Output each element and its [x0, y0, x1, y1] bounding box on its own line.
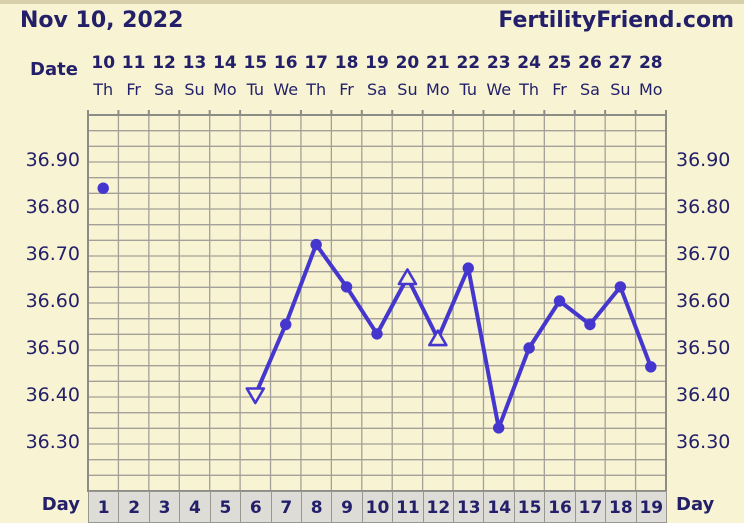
day-axis-label-left: Day [41, 494, 80, 515]
day-cell[interactable]: 17 [574, 491, 607, 523]
date-cell: 27 [608, 53, 633, 73]
temperature-line [253, 242, 653, 430]
y-tick-label: 36.60 [676, 290, 731, 312]
weekday-cell: We [486, 80, 512, 99]
temp-point-circle[interactable] [462, 262, 474, 274]
date-axis: 10 11 12 13 14 15 16 17 18 19 20 21 22 23 24 25 26 27 28 [88, 53, 666, 73]
temp-point-circle[interactable] [310, 238, 322, 251]
date-cell: 11 [121, 53, 146, 73]
weekday-cell: Sa [367, 80, 387, 99]
date-cell: 26 [578, 53, 602, 73]
temp-point-circle[interactable] [492, 422, 505, 434]
day-cell[interactable]: 18 [605, 491, 637, 523]
weekday-cell: Tu [246, 80, 265, 99]
weekday-cell: Sa [154, 80, 175, 99]
temp-point-circle[interactable] [645, 361, 657, 373]
weekday-cell: Th [519, 80, 540, 99]
date-cell: 18 [334, 53, 359, 73]
day-cell[interactable]: 13 [453, 491, 485, 523]
weekday-axis: Th Fr Sa Su Mo Tu We Th Fr Sa Su Mo Tu We Th Fr Sa Su Mo [88, 80, 666, 99]
temp-point-circle[interactable] [553, 295, 566, 307]
date-cell: 14 [213, 53, 237, 73]
temp-point-circle[interactable] [97, 182, 109, 194]
weekday-cell: Fr [339, 80, 354, 99]
y-tick-label: 36.70 [25, 243, 80, 265]
day-cell[interactable]: 4 [179, 491, 211, 523]
temp-point-circle[interactable] [371, 328, 383, 340]
y-tick-label: 36.30 [25, 431, 80, 453]
date-cell: 25 [547, 53, 572, 73]
weekday-cell: Fr [552, 80, 567, 99]
weekday-cell: Mo [426, 80, 450, 99]
weekday-cell: Mo [639, 80, 663, 99]
date-cell: 16 [273, 53, 298, 73]
weekday-cell: Fr [126, 80, 141, 99]
date-cell: 13 [182, 53, 207, 73]
day-cell[interactable]: 19 [635, 491, 668, 523]
top-strip [0, 0, 744, 4]
weekday-cell: Su [610, 80, 631, 99]
temp-point-triangle-up[interactable] [428, 329, 448, 347]
date-cell: 20 [395, 53, 420, 73]
day-cell[interactable]: 5 [209, 491, 242, 523]
day-cell[interactable]: 15 [513, 491, 546, 523]
temp-point-circle[interactable] [614, 281, 627, 293]
y-tick-label: 36.50 [25, 337, 80, 359]
day-axis: 1 2 3 4 5 6 7 8 9 10 11 12 13 14 15 16 17 18 19 [88, 491, 668, 523]
date-cell: 19 [365, 53, 389, 73]
day-cell[interactable]: 6 [240, 491, 272, 523]
day-cell[interactable]: 2 [118, 491, 150, 523]
day-cell[interactable]: 12 [422, 491, 455, 523]
date-cell: 12 [152, 53, 176, 73]
y-tick-label: 36.50 [676, 337, 731, 359]
date-cell: 21 [426, 53, 450, 73]
day-cell[interactable]: 10 [361, 491, 394, 523]
weekday-cell: Mo [213, 80, 237, 99]
temp-point-circle[interactable] [340, 281, 353, 293]
temp-point-circle[interactable] [523, 342, 535, 354]
weekday-cell: Th [306, 80, 327, 99]
y-tick-label: 36.40 [25, 384, 80, 406]
day-axis-label-right: Day [676, 494, 715, 515]
y-tick-label: 36.90 [676, 149, 731, 171]
weekday-cell: Th [93, 80, 114, 99]
y-tick-label: 36.60 [25, 290, 80, 312]
date-cell: 17 [304, 53, 328, 73]
weekday-cell: We [273, 80, 299, 99]
temp-point-circle[interactable] [584, 318, 596, 331]
y-tick-label: 36.70 [676, 243, 731, 265]
day-cell[interactable]: 14 [483, 491, 515, 523]
temp-point-triangle-down[interactable] [245, 387, 266, 405]
y-tick-label: 36.90 [25, 149, 80, 171]
y-tick-label: 36.30 [676, 431, 731, 453]
date-cell: 22 [456, 53, 481, 73]
date-cell: 28 [638, 53, 663, 73]
date-cell: 23 [486, 53, 511, 73]
weekday-cell: Sa [579, 80, 600, 99]
y-tick-label: 36.80 [25, 196, 80, 218]
day-cell[interactable]: 7 [270, 491, 302, 523]
date-axis-label: Date [30, 59, 78, 80]
date-cell: 10 [91, 53, 116, 73]
temp-point-triangle-up[interactable] [397, 268, 418, 286]
y-tick-label: 36.80 [676, 196, 731, 218]
day-cell[interactable]: 16 [544, 491, 576, 523]
weekday-cell: Su [397, 80, 418, 99]
brand-logo[interactable]: FertilityFriend.com [498, 8, 734, 33]
day-cell[interactable]: 1 [88, 491, 120, 523]
weekday-cell: Su [184, 80, 205, 99]
day-cell[interactable]: 11 [392, 491, 424, 523]
day-cell[interactable]: 3 [148, 491, 181, 523]
temp-point-circle[interactable] [280, 318, 292, 331]
day-cell[interactable]: 9 [331, 491, 363, 523]
chart-date-title: Nov 10, 2022 [20, 8, 184, 33]
y-tick-label: 36.40 [676, 384, 731, 406]
date-cell: 15 [243, 53, 268, 73]
day-cell[interactable]: 8 [300, 491, 333, 523]
date-cell: 24 [517, 53, 541, 73]
weekday-cell: Tu [459, 80, 478, 99]
